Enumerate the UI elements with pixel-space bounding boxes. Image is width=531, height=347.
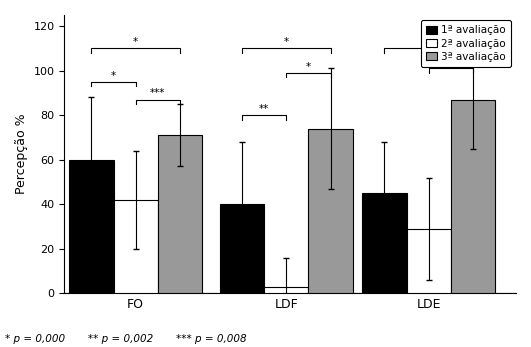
Text: *: * — [284, 37, 289, 47]
Legend: 1ª avaliação, 2ª avaliação, 3ª avaliação: 1ª avaliação, 2ª avaliação, 3ª avaliação — [421, 20, 511, 67]
Text: **: ** — [259, 104, 269, 114]
Y-axis label: Percepção %: Percepção % — [15, 114, 28, 194]
Text: *: * — [426, 37, 431, 47]
Bar — [158, 135, 202, 293]
Text: *: * — [306, 62, 311, 72]
Bar — [69, 160, 114, 293]
Text: *: * — [449, 57, 453, 67]
Bar — [220, 204, 264, 293]
Bar — [309, 128, 353, 293]
Text: * p = 0,000       ** p = 0,002       *** p = 0,008: * p = 0,000 ** p = 0,002 *** p = 0,008 — [5, 333, 247, 344]
Bar — [407, 229, 451, 293]
Bar — [362, 193, 407, 293]
Text: *: * — [133, 37, 138, 47]
Text: ***: *** — [150, 88, 166, 99]
Bar — [264, 287, 309, 293]
Bar — [114, 200, 158, 293]
Bar — [451, 100, 495, 293]
Text: *: * — [111, 71, 116, 81]
